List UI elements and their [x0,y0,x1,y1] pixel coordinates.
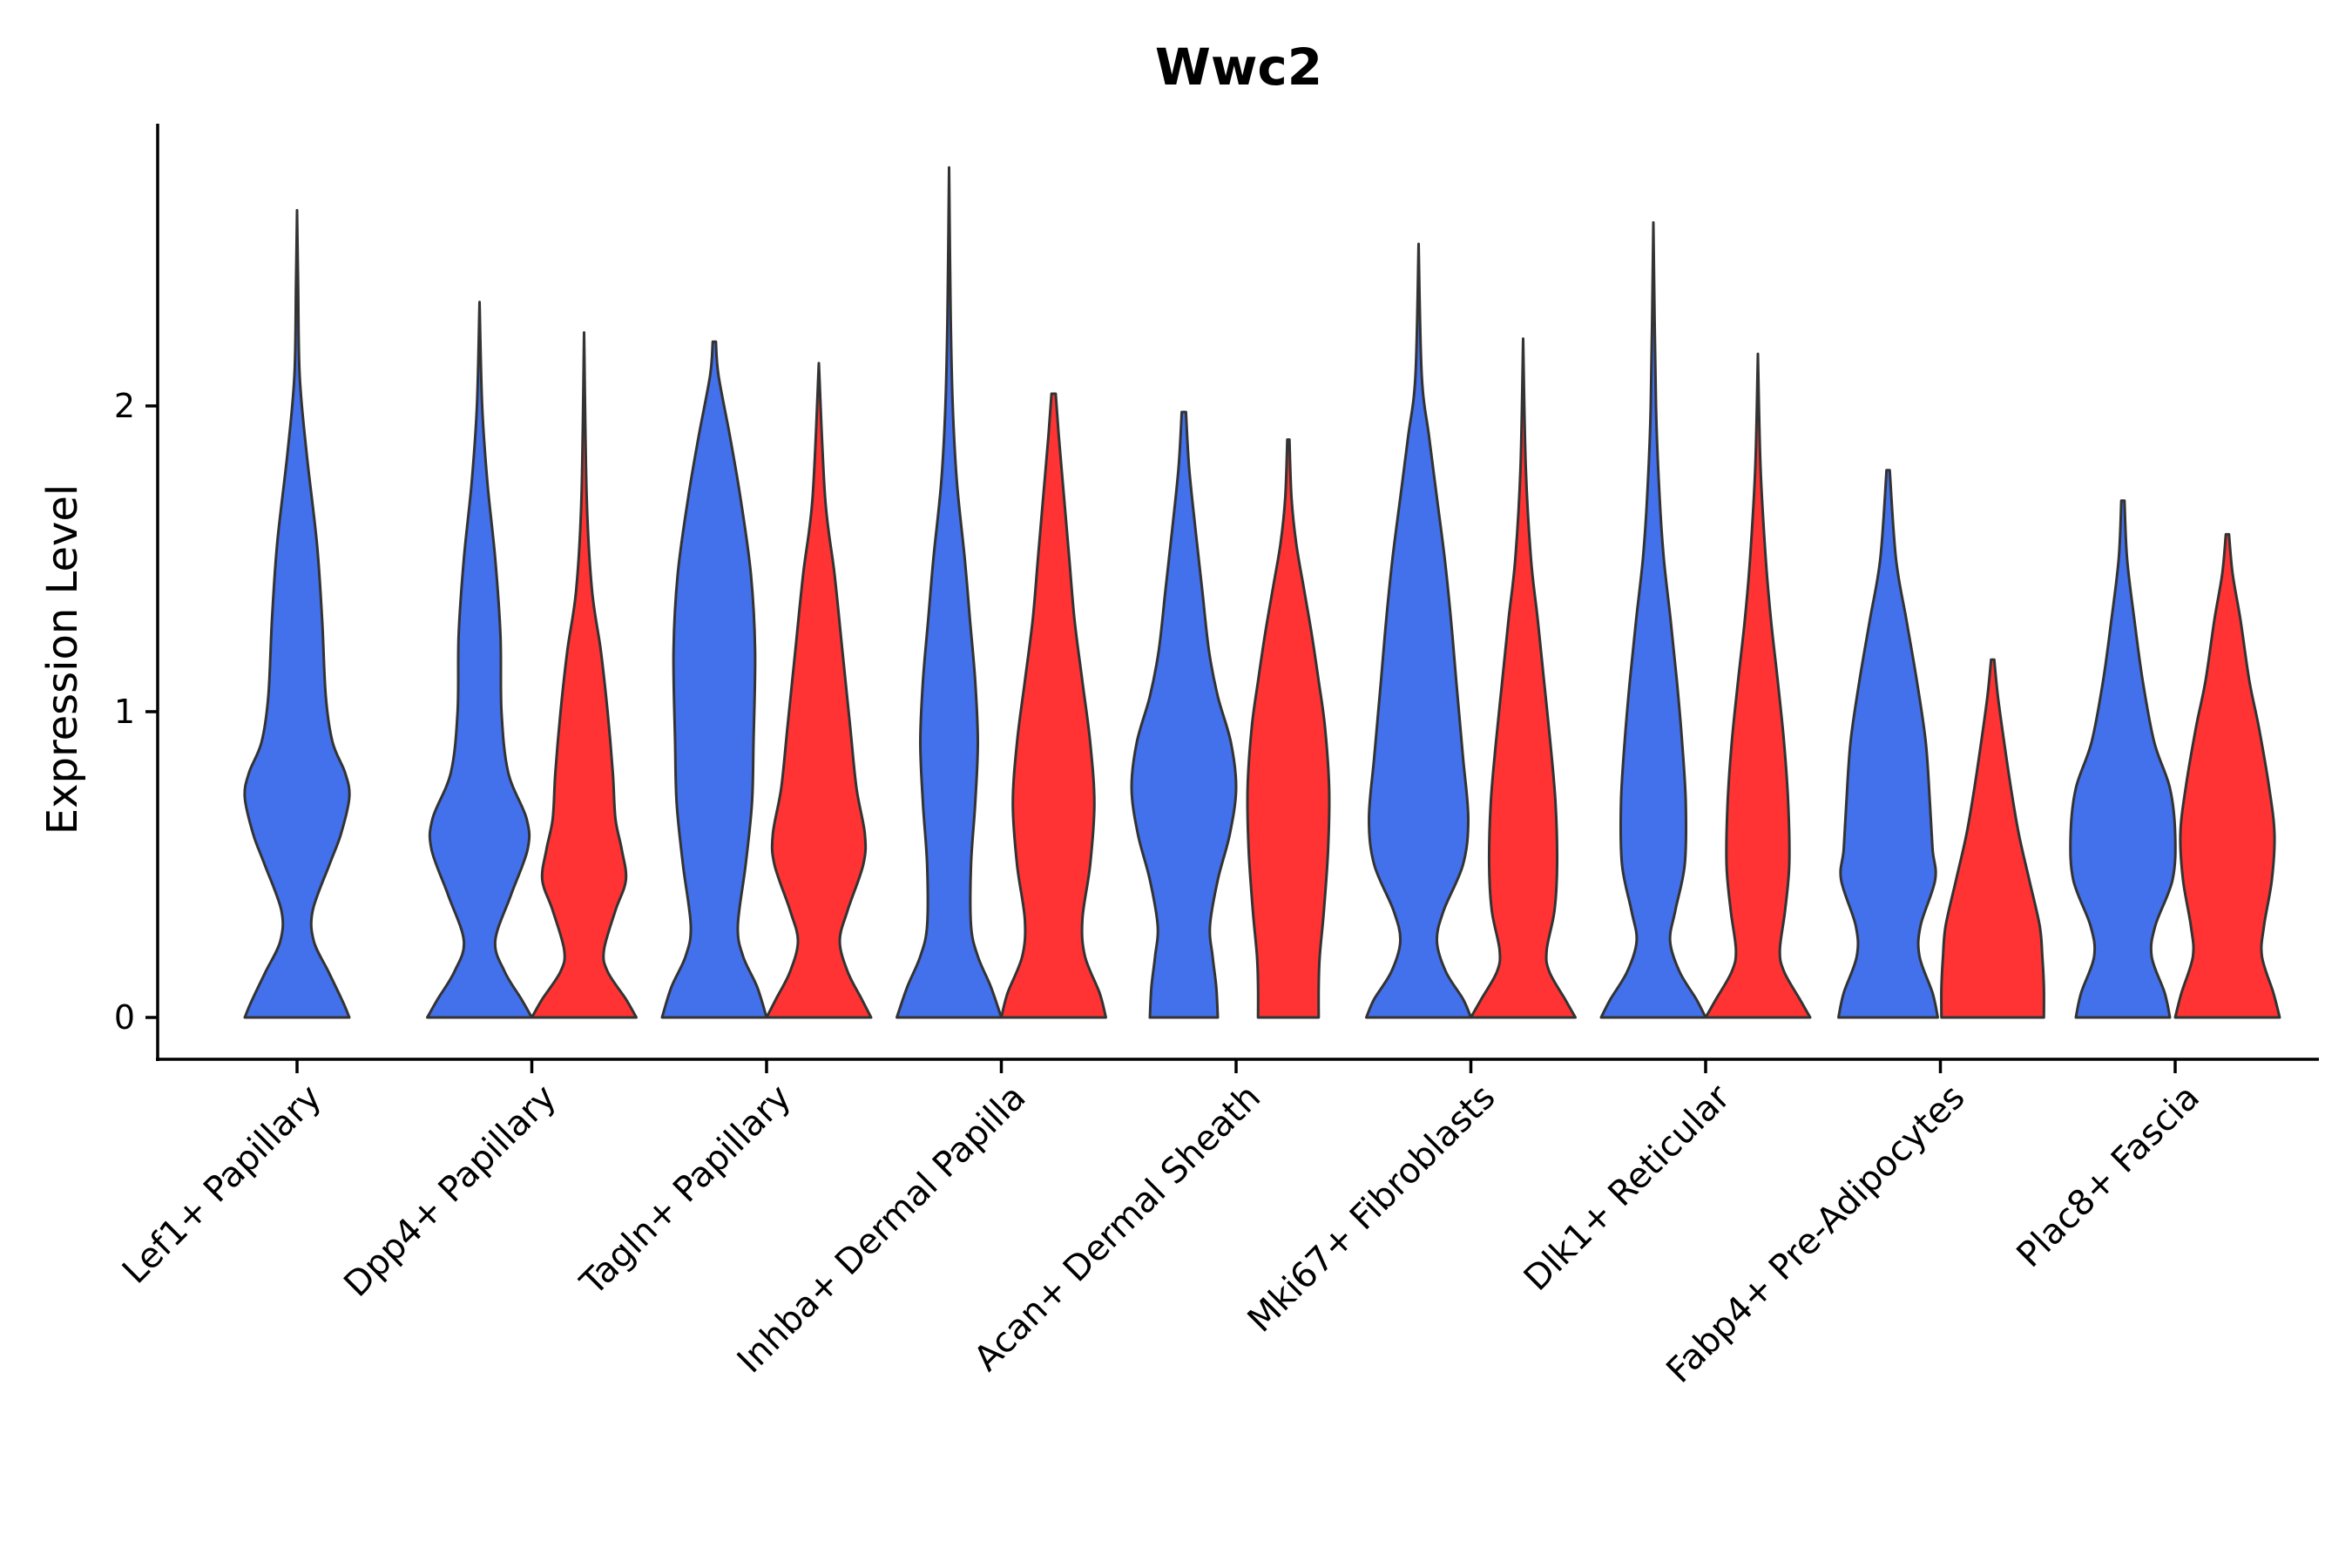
x-tick-label: Dlk1+ Reticular [1517,1077,1739,1299]
violin-group2-5 [1470,337,1577,1019]
violin-group1-5 [1365,242,1472,1019]
x-tick-label: Plac8+ Fascia [2010,1078,2208,1276]
violin-group2-7 [1940,658,2045,1019]
violin-group2-2 [765,362,873,1019]
violin-group2-4 [1246,438,1331,1019]
violin-group2-6 [1704,352,1812,1019]
y-tick-label: 1 [114,693,135,731]
chart-title: Wwc2 [1155,37,1322,97]
y-tick-label: 2 [114,387,135,425]
violin-group1-2 [660,340,768,1019]
violin-group2-8 [2173,532,2281,1019]
violin-group1-7 [1837,469,1939,1019]
violin-group1-1 [426,301,533,1019]
violin-group1-3 [896,166,1003,1019]
y-axis-ticks: 0 1 2 [114,387,158,1037]
violin-plot-area [243,166,2281,1019]
y-tick-label: 0 [114,998,135,1037]
x-axis-ticks: Lef1+ Papillary Dpp4+ Papillary Tagln+ Pap… [115,1059,2207,1391]
x-tick-label: Tagln+ Papillary [572,1078,799,1304]
violin-group2-1 [531,331,638,1019]
x-tick-label: Lef1+ Papillary [115,1078,329,1292]
x-tick-label: Dpp4+ Papillary [336,1078,564,1305]
x-tick-label: Mki67+ Fibroblasts [1240,1078,1504,1341]
y-axis-label: Expression Level [38,484,87,835]
violin-group1-4 [1130,410,1238,1019]
violin-group1-8 [2069,499,2177,1019]
violin-group1-0 [243,208,351,1019]
violin-group2-3 [1000,392,1107,1019]
violin-group1-6 [1599,220,1707,1019]
